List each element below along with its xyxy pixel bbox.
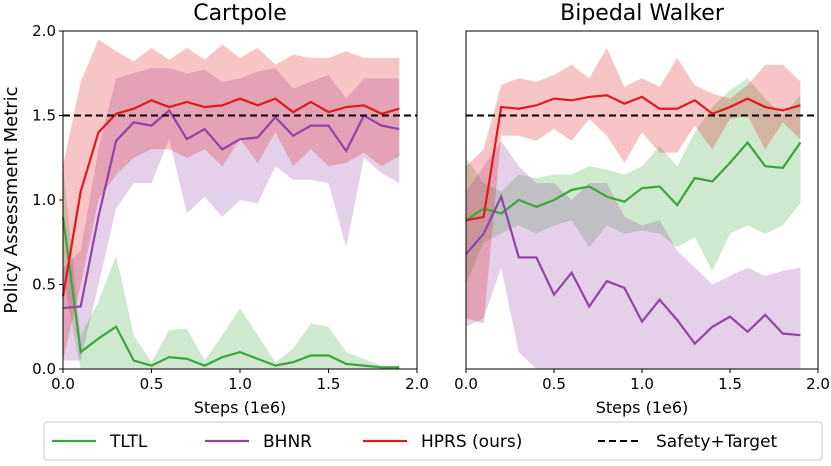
x-axis-label: Steps (1e6) <box>194 398 287 417</box>
confidence-band <box>466 78 801 285</box>
series-line <box>465 193 801 346</box>
y-axis-label: Policy Assessment Metric <box>1 86 22 313</box>
x-axis-label: Steps (1e6) <box>596 398 689 417</box>
series-line <box>465 140 802 222</box>
y-tick-label: 1.5 <box>32 107 56 125</box>
y-tick-label: 1.0 <box>32 191 56 209</box>
series-line <box>61 97 400 297</box>
legend-box <box>43 421 823 461</box>
x-tick-label: 1.0 <box>228 375 252 393</box>
x-tick-label: 1.5 <box>317 375 341 393</box>
series-line <box>62 108 400 310</box>
confidence-band <box>466 47 801 324</box>
x-tick-label: 2.0 <box>405 375 429 393</box>
series-line <box>61 216 400 369</box>
confidence-band <box>63 166 400 369</box>
subplot-title: Bipedal Walker <box>560 1 725 26</box>
subplot-title: Cartpole <box>193 1 287 26</box>
legend-label: HPRS (ours) <box>421 432 522 452</box>
y-tick-label: 2.0 <box>32 22 56 40</box>
x-tick-label: 2.0 <box>806 375 830 393</box>
legend-label: Safety+Target <box>656 432 778 452</box>
x-tick-label: 1.5 <box>718 375 742 393</box>
confidence-band <box>466 140 801 369</box>
x-tick-label: 1.0 <box>630 375 654 393</box>
series-line <box>465 94 801 222</box>
legend-label: BHNR <box>263 432 312 452</box>
x-tick-label: 0.0 <box>51 375 75 393</box>
x-tick-label: 0.0 <box>454 375 478 393</box>
x-tick-label: 0.5 <box>140 375 164 393</box>
y-tick-label: 0.0 <box>32 360 56 378</box>
confidence-band <box>63 39 400 361</box>
y-tick-label: 0.5 <box>32 276 56 294</box>
legend-label: TLTL <box>109 432 148 452</box>
confidence-band <box>63 68 400 361</box>
x-tick-label: 0.5 <box>542 375 566 393</box>
